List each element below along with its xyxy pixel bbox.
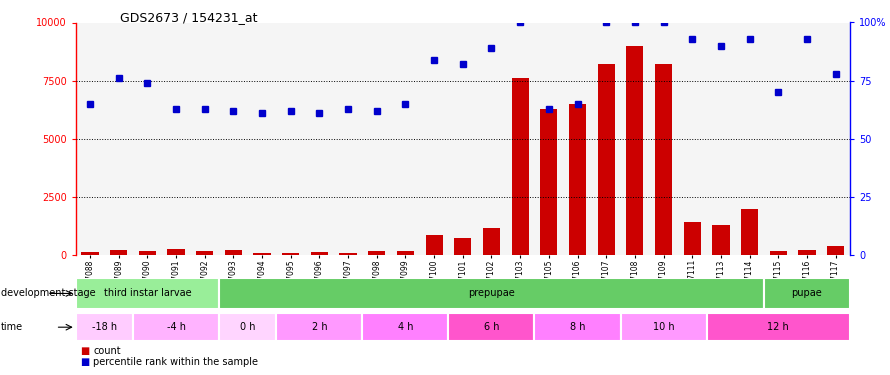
Bar	[339, 253, 357, 255]
Bar	[311, 252, 328, 255]
Text: time: time	[1, 322, 23, 332]
Bar	[707, 313, 850, 341]
Bar	[110, 250, 127, 255]
Bar	[620, 313, 707, 341]
Bar	[81, 252, 99, 255]
Text: ■: ■	[80, 357, 89, 367]
Bar	[425, 235, 442, 255]
Bar	[512, 78, 529, 255]
Text: 2 h: 2 h	[312, 322, 328, 332]
Bar	[368, 251, 385, 255]
Bar	[254, 253, 271, 255]
Bar	[540, 108, 557, 255]
Bar	[196, 251, 214, 255]
Text: -4 h: -4 h	[166, 322, 185, 332]
Text: GDS2673 / 154231_at: GDS2673 / 154231_at	[120, 11, 257, 24]
Bar	[397, 251, 414, 255]
Text: 0 h: 0 h	[240, 322, 255, 332]
Text: pupae: pupae	[791, 288, 822, 298]
Bar	[277, 313, 362, 341]
Bar	[449, 313, 535, 341]
Bar	[655, 64, 672, 255]
Bar	[597, 64, 615, 255]
Bar	[627, 46, 643, 255]
Text: ■: ■	[80, 346, 89, 355]
Bar	[225, 250, 242, 255]
Text: 6 h: 6 h	[484, 322, 499, 332]
Bar	[133, 313, 219, 341]
Bar	[76, 278, 219, 309]
Text: development stage: development stage	[1, 288, 95, 298]
Bar	[219, 313, 277, 341]
Bar	[535, 313, 620, 341]
Bar	[219, 278, 764, 309]
Text: 8 h: 8 h	[570, 322, 586, 332]
Bar	[282, 253, 299, 255]
Bar	[684, 222, 700, 255]
Text: -18 h: -18 h	[92, 322, 117, 332]
Text: count: count	[93, 346, 121, 355]
Bar	[362, 313, 449, 341]
Bar	[764, 278, 850, 309]
Text: 12 h: 12 h	[767, 322, 789, 332]
Bar	[827, 246, 845, 255]
Bar	[770, 251, 787, 255]
Bar	[76, 313, 133, 341]
Bar	[569, 104, 587, 255]
Text: 4 h: 4 h	[398, 322, 413, 332]
Bar	[139, 251, 156, 255]
Text: percentile rank within the sample: percentile rank within the sample	[93, 357, 258, 367]
Text: 10 h: 10 h	[652, 322, 675, 332]
Bar	[712, 225, 730, 255]
Text: prepupae: prepupae	[468, 288, 514, 298]
Bar	[454, 238, 472, 255]
Text: third instar larvae: third instar larvae	[103, 288, 191, 298]
Bar	[483, 228, 500, 255]
Bar	[741, 209, 758, 255]
Bar	[798, 250, 815, 255]
Bar	[167, 249, 184, 255]
